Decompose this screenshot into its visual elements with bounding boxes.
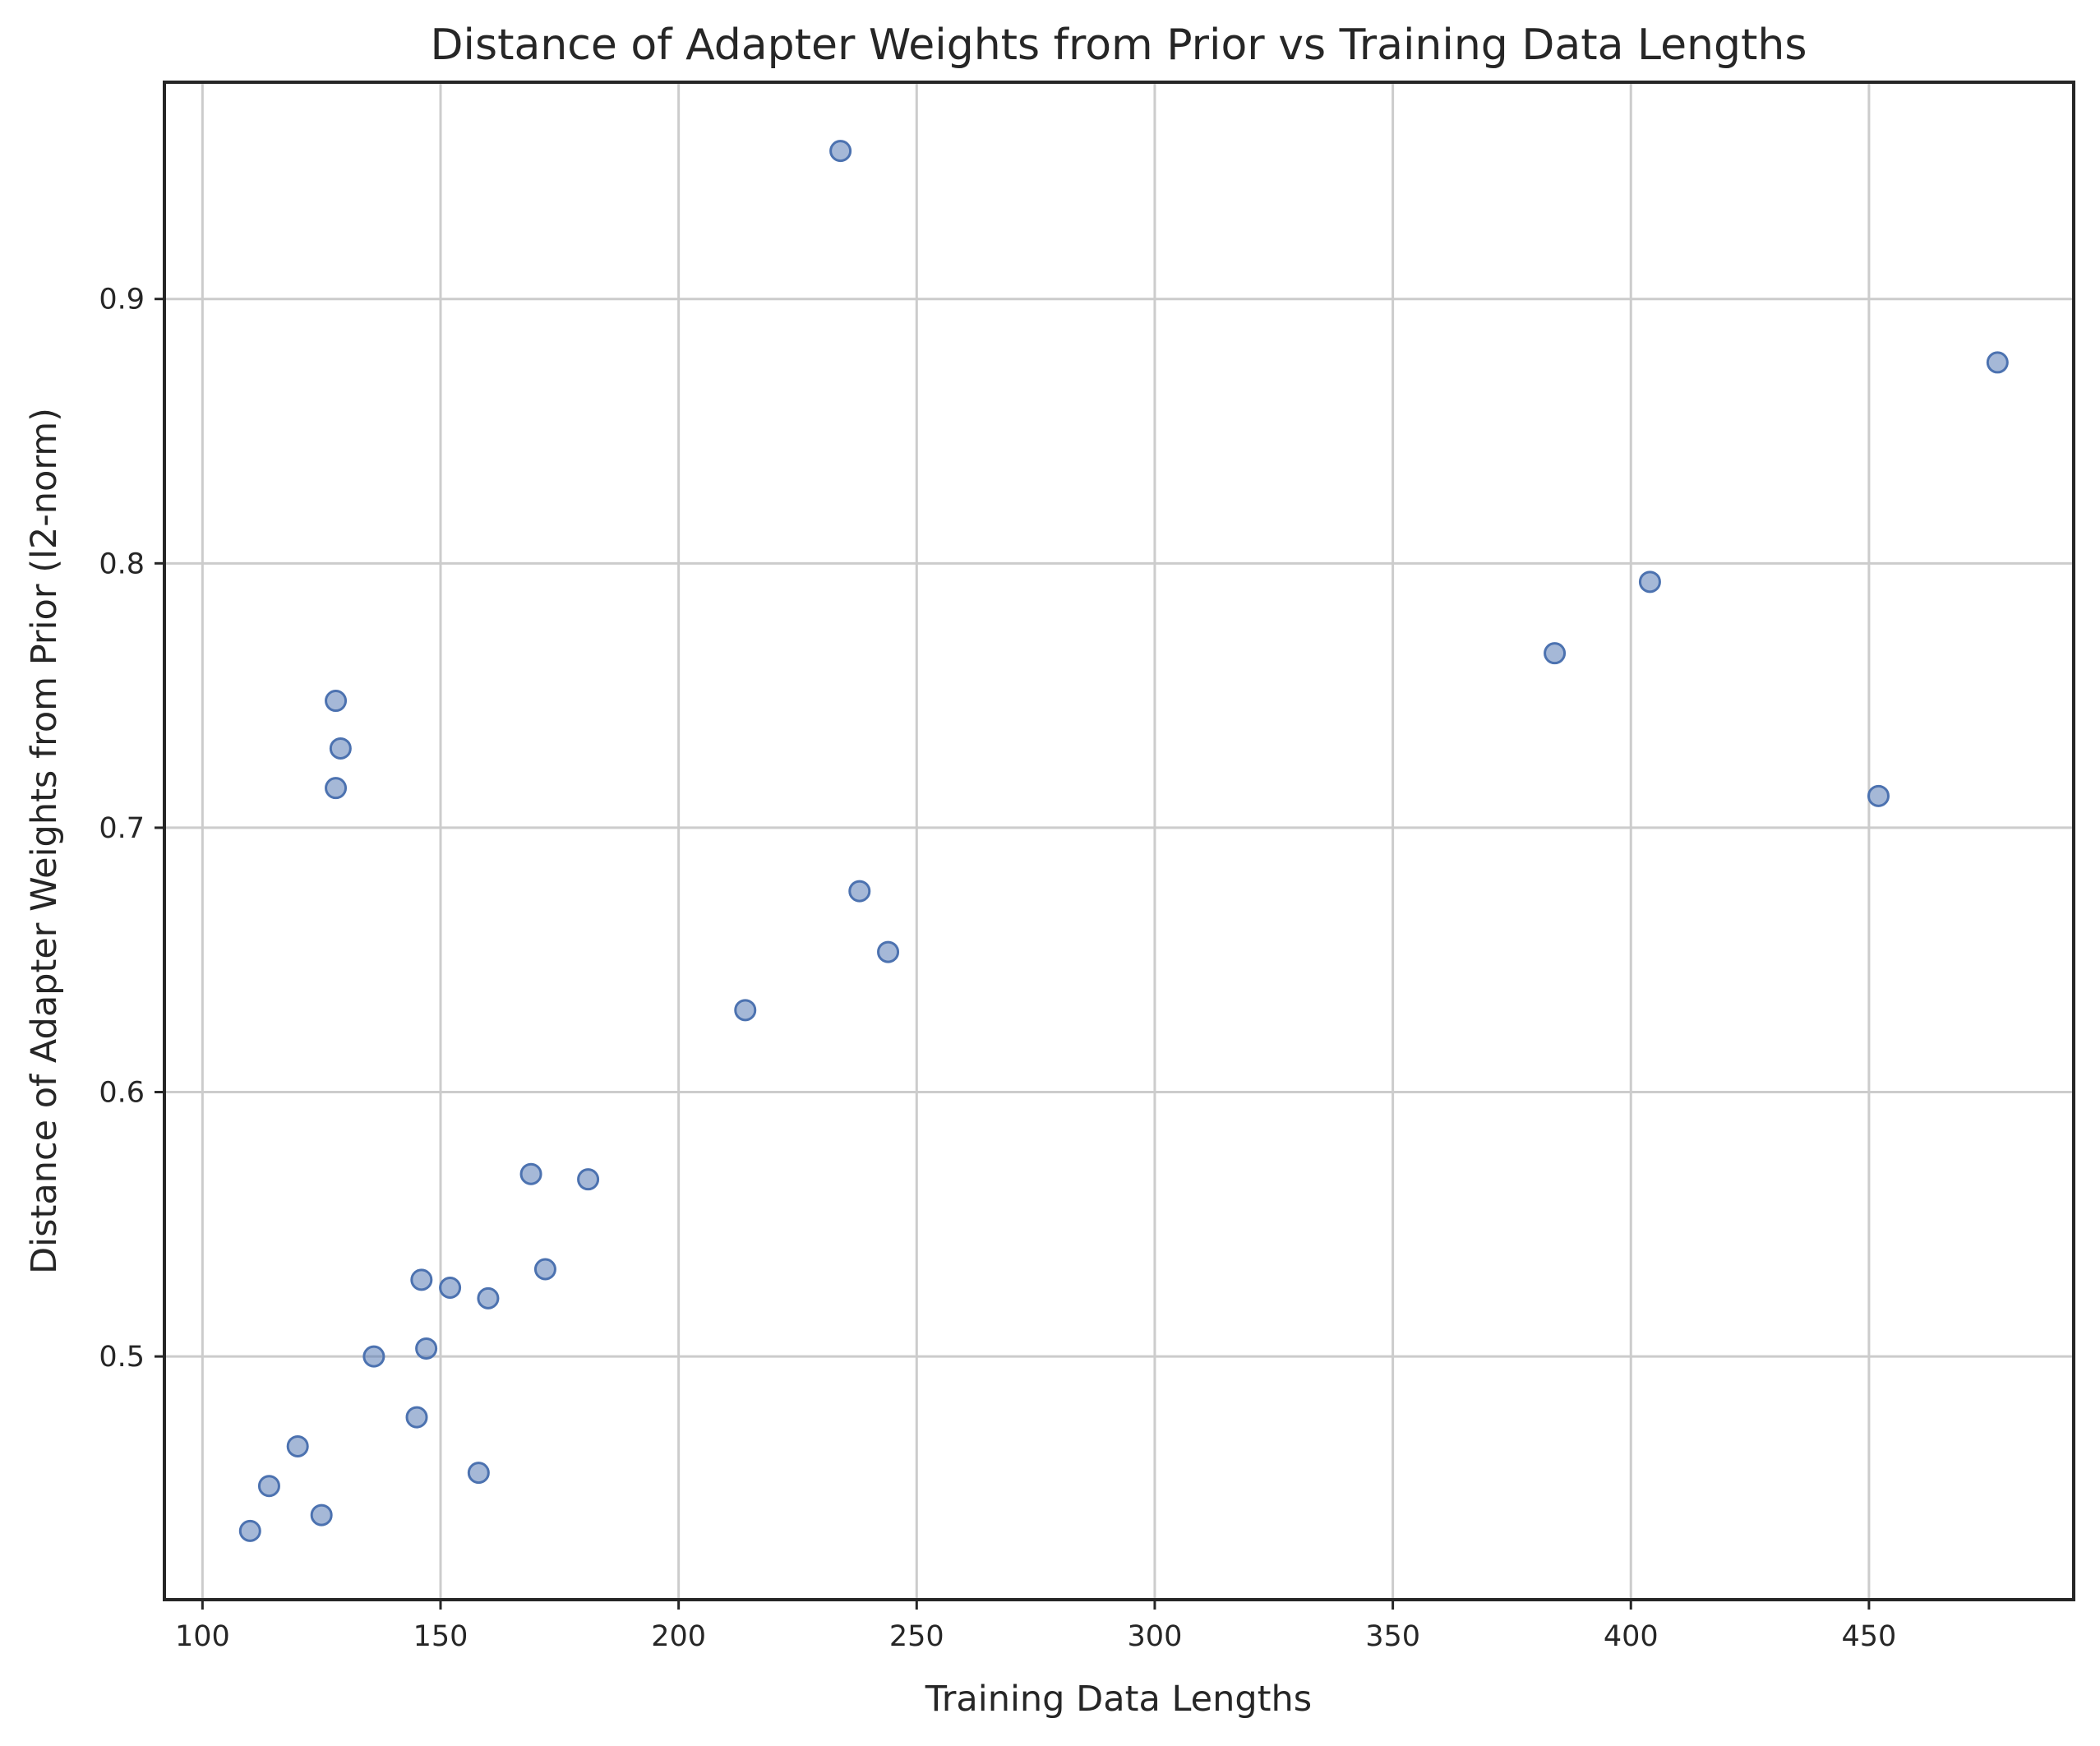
x-tick-label: 200	[651, 1620, 706, 1653]
data-point	[1544, 642, 1567, 665]
data-point	[1867, 784, 1890, 807]
data-point	[415, 1337, 438, 1360]
data-point	[577, 1168, 600, 1191]
data-point	[439, 1277, 462, 1300]
data-point	[362, 1345, 385, 1368]
data-point	[329, 737, 352, 760]
x-tick-label: 400	[1604, 1620, 1659, 1653]
data-point	[533, 1258, 556, 1281]
chart-title: Distance of Adapter Weights from Prior v…	[431, 21, 1807, 70]
x-tick-label: 350	[1365, 1620, 1420, 1653]
y-tick-label: 0.9	[99, 284, 145, 316]
y-tick-label: 0.8	[99, 547, 145, 580]
data-point	[477, 1286, 500, 1310]
plot-frame	[163, 81, 2075, 1601]
data-point	[848, 880, 871, 903]
data-point	[325, 690, 348, 713]
data-point	[734, 999, 757, 1022]
data-points	[238, 140, 2009, 1542]
data-point	[257, 1475, 280, 1498]
x-tick-label: 250	[889, 1620, 944, 1653]
y-tick-label: 0.7	[99, 812, 145, 845]
x-tick-label: 150	[413, 1620, 468, 1653]
x-tick-label: 300	[1128, 1620, 1183, 1653]
y-axis-ticks: 0.5 0.6 0.7 0.8 0.9	[99, 284, 164, 1374]
data-point	[405, 1406, 428, 1429]
data-point	[238, 1519, 261, 1542]
y-tick-label: 0.6	[99, 1077, 145, 1110]
data-point	[1638, 570, 1661, 594]
data-point	[286, 1434, 309, 1457]
data-point	[829, 140, 852, 163]
data-point	[467, 1462, 490, 1485]
data-point	[325, 777, 348, 800]
y-tick-label: 0.5	[99, 1341, 145, 1374]
x-axis-ticks: 100 150 200 250 300 350 400 450	[175, 1600, 1896, 1653]
grid	[164, 82, 2074, 1600]
x-tick-label: 100	[175, 1620, 230, 1653]
data-point	[410, 1268, 433, 1291]
data-point	[310, 1504, 333, 1527]
data-point	[877, 940, 900, 963]
data-point	[519, 1162, 542, 1185]
data-point	[1986, 351, 2009, 374]
x-axis-label: Training Data Lengths	[925, 1679, 1312, 1720]
x-tick-label: 450	[1841, 1620, 1896, 1653]
y-axis-label: Distance of Adapter Weights from Prior (…	[24, 408, 65, 1274]
